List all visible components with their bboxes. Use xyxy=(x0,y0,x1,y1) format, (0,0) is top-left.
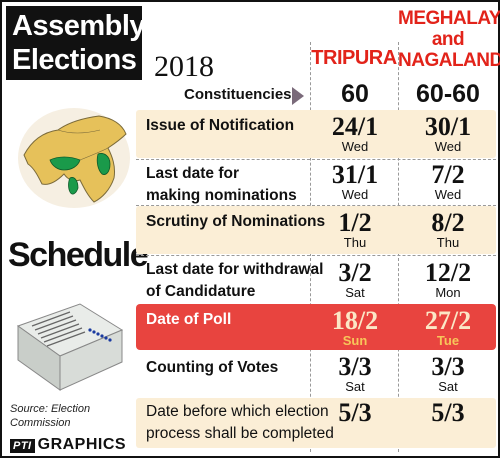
arrow-right-icon xyxy=(292,87,304,105)
northeast-india-map-icon xyxy=(18,108,130,208)
tripura-day: Wed xyxy=(341,139,369,154)
row-divider xyxy=(136,255,496,256)
megh-day: Mon xyxy=(435,285,461,300)
constituencies-meghalaya-nagaland: 60-60 xyxy=(416,80,480,108)
source-line2: Commission xyxy=(10,417,71,429)
schedule-row: Last date for making nominations 31/1 We… xyxy=(136,160,496,205)
tripura-day: Sat xyxy=(345,285,365,300)
title-box: Assembly Elections xyxy=(6,6,146,80)
tripura-date: 18/2 xyxy=(331,306,379,335)
column-header-meghalaya-nagaland: MEGHALAYA and NAGALAND xyxy=(398,8,500,71)
tripura-date: 5/3 xyxy=(338,398,372,427)
schedule-row-poll: Date of Poll 18/2 Sun 27/2 Tue xyxy=(136,304,496,350)
row-label: Scrutiny of Nominations xyxy=(146,213,326,230)
megh-line3: NAGALAND xyxy=(398,50,500,71)
row-label-2: of Candidature xyxy=(146,283,256,300)
megh-date: 7/2 xyxy=(431,160,465,189)
row-label: Last date for withdrawal xyxy=(146,261,324,278)
constituencies-tripura: 60 xyxy=(341,80,369,108)
row-label: Counting of Votes xyxy=(146,359,279,376)
tripura-date: 24/1 xyxy=(331,112,379,141)
megh-day: Wed xyxy=(434,139,462,154)
megh-date: 27/2 xyxy=(424,306,472,335)
schedule-row: Scrutiny of Nominations 1/2 Thu 8/2 Thu xyxy=(136,206,496,254)
source-note: Source: Election Commission xyxy=(10,402,90,430)
year-label: 2018 xyxy=(154,50,214,83)
schedule-row: Last date for withdrawal of Candidature … xyxy=(136,256,496,302)
row-label: Issue of Notification xyxy=(146,117,295,134)
schedule-row: Date before which election process shall… xyxy=(136,398,496,448)
megh-day: Thu xyxy=(436,235,460,250)
megh-date: 3/3 xyxy=(431,352,465,381)
tripura-day: Thu xyxy=(343,235,367,250)
megh-date: 12/2 xyxy=(424,258,472,287)
tripura-date: 3/2 xyxy=(338,258,372,287)
tripura-date: 31/1 xyxy=(331,160,379,189)
tripura-day: Sat xyxy=(345,379,365,394)
title-line1: Assembly xyxy=(12,10,146,42)
megh-day: Sat xyxy=(438,379,458,394)
constituencies-label: Constituencies xyxy=(184,86,292,103)
tripura-day: Sun xyxy=(342,333,368,348)
megh-date: 30/1 xyxy=(424,112,472,141)
column-header-tripura: TRIPURA xyxy=(311,47,397,69)
row-label: Last date for xyxy=(146,165,240,182)
tripura-day: Wed xyxy=(341,187,369,202)
megh-day: Tue xyxy=(436,333,460,348)
title-line2: Elections xyxy=(12,44,137,76)
voting-machine-icon xyxy=(16,303,124,391)
megh-date: 5/3 xyxy=(431,398,465,427)
row-label-2: making nominations xyxy=(146,187,297,204)
schedule-row: Issue of Notification 24/1 Wed 30/1 Wed xyxy=(136,110,496,158)
megh-line1: MEGHALAYA xyxy=(398,8,500,29)
row-divider xyxy=(136,159,496,160)
megh-line2: and xyxy=(431,29,465,50)
megh-date: 8/2 xyxy=(431,208,465,237)
tripura-date: 1/2 xyxy=(338,208,372,237)
row-label: Date of Poll xyxy=(146,311,232,328)
credit-text: GRAPHICS xyxy=(37,436,127,453)
megh-day: Wed xyxy=(434,187,462,202)
row-divider xyxy=(136,205,496,206)
schedule-row: Counting of Votes 3/3 Sat 3/3 Sat xyxy=(136,352,496,396)
source-line1: Source: Election xyxy=(10,403,91,415)
row-label-2: process shall be completed xyxy=(146,425,334,442)
tripura-date: 3/3 xyxy=(338,352,372,381)
pti-logo: PTI xyxy=(10,439,35,453)
row-label: Date before which election xyxy=(146,403,329,420)
schedule-label: Schedule xyxy=(8,236,149,274)
credit: PTI GRAPHICS xyxy=(10,436,126,454)
